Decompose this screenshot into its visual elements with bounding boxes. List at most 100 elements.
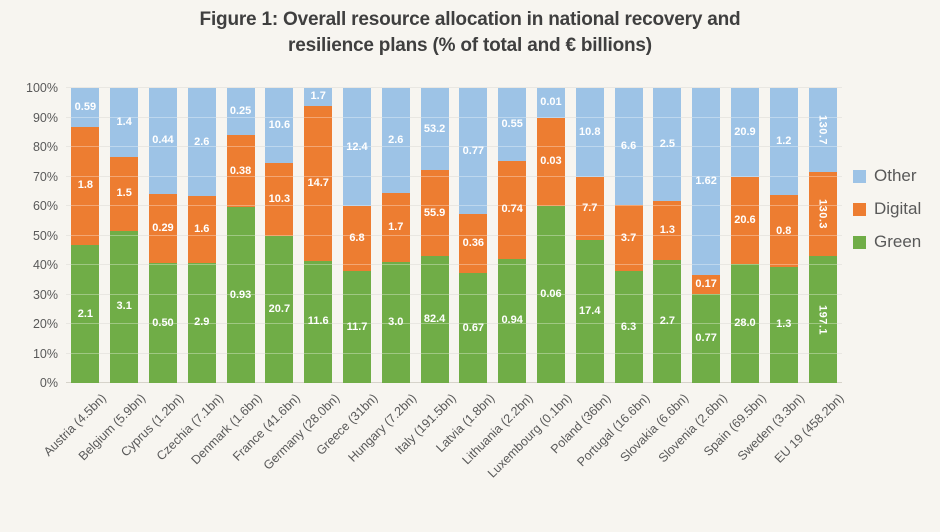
bar-segment-green: 0.93: [226, 207, 255, 383]
x-axis-label-eu-19-458-2bn: EU 19 (458.2bn): [771, 391, 847, 466]
bar-segment-digital: 0.17: [692, 274, 721, 295]
bar-stack: 0.50 0.29 0.44: [148, 88, 177, 383]
bar-segment-digital: 0.36: [459, 214, 488, 274]
y-axis-tick-label: 50%: [32, 228, 58, 243]
segment-value-label: 6.3: [620, 320, 637, 333]
bar-stack: 0.93 0.38 0.25: [226, 88, 255, 383]
x-axis-label-sweden-3-3bn: Sweden (3.3bn): [735, 391, 808, 464]
bar-segment-other: 10.6: [265, 88, 294, 164]
bar-stack: 197.1 130.3 130.7: [808, 88, 837, 383]
segment-value-label: 1.5: [116, 187, 132, 200]
y-axis-tick-label: 20%: [32, 317, 58, 331]
bar-segment-digital: 1.5: [110, 156, 139, 231]
segment-value-label: 6.6: [620, 140, 637, 153]
bar-segment-other: 0.55: [498, 88, 527, 161]
bar-segment-digital: 3.7: [614, 205, 643, 272]
segment-value-label: 55.9: [423, 206, 446, 219]
bar-poland-36bn: 17.4 7.7 10.8 Poland (36bn): [548, 88, 614, 456]
segment-value-label: 0.55: [501, 117, 523, 130]
bar-stack: 11.7 6.8 12.4: [342, 88, 371, 383]
segment-value-label: 10.8: [579, 125, 601, 138]
bar-segment-other: 6.6: [614, 88, 643, 206]
segment-value-label: 17.4: [579, 305, 601, 318]
segment-value-label: 0.59: [74, 100, 97, 113]
bar-stack: 6.3 3.7 6.6: [614, 88, 643, 383]
segment-value-label: 2.6: [388, 134, 404, 147]
legend-label-other: Other: [874, 166, 917, 185]
bar-greece-31bn: 11.7 6.8 12.4 Greece (31bn): [314, 88, 381, 458]
segment-value-label: 20.7: [268, 303, 291, 316]
segment-value-label: 2.9: [194, 316, 210, 329]
bar-segment-green: 82.4: [420, 256, 449, 383]
segment-value-label: 0.38: [229, 164, 252, 177]
bar-segment-digital: 55.9: [420, 169, 449, 257]
bar-segment-green: 2.1: [71, 245, 100, 383]
plot-area: 2.1 1.8 0.59 Austria (4.5bn) 3.1 1.5 1.4 Belgiu…: [41, 87, 846, 481]
bar-segment-digital: 0.03: [536, 117, 565, 206]
bar-segment-other: 130.7: [808, 88, 837, 173]
segment-value-label: 1.2: [776, 135, 792, 148]
bar-segment-other: 1.2: [769, 88, 798, 196]
segment-value-label: 0.06: [540, 288, 562, 300]
y-axis-tick-label: 40%: [32, 258, 58, 272]
segment-value-label: 2.7: [659, 315, 675, 328]
bar-segment-digital: 1.7: [381, 193, 410, 262]
bar-segment-other: 1.7: [304, 88, 333, 106]
bar-segment-green: 17.4: [575, 240, 604, 383]
bar-austria-4-5bn: 2.1 1.8 0.59 Austria (4.5bn): [41, 88, 109, 459]
bar-segment-digital: 7.7: [575, 176, 604, 241]
bar-segment-other: 2.6: [187, 88, 216, 197]
y-axis-tick-label: 90%: [32, 110, 58, 125]
bar-stack: 2.9 1.6 2.6: [187, 88, 216, 383]
x-axis-label-france-41-6bn: France (41.6bn): [230, 391, 304, 464]
bar-segment-green: 0.94: [498, 258, 527, 383]
bar-germany-28-0bn: 11.6 14.7 1.7 Germany (28.0bn): [260, 88, 342, 473]
bar-segment-digital: 1.6: [187, 196, 216, 263]
segment-value-label: 20.9: [734, 125, 756, 138]
bar-segment-digital: 1.3: [653, 201, 682, 261]
bar-stack: 2.7 1.3 2.5: [653, 88, 682, 383]
bar-italy-191-5bn: 82.4 55.9 53.2 Italy (191.5bn): [392, 88, 458, 457]
segment-value-label: 0.50: [152, 316, 174, 329]
bar-stack: 1.3 0.8 1.2: [769, 88, 798, 383]
bar-segment-green: 197.1: [808, 256, 837, 383]
bar-segment-green: 11.6: [304, 260, 333, 383]
segment-value-label: 130.7: [816, 115, 829, 146]
bar-segment-green: 0.77: [692, 294, 721, 383]
legend-color-swatch-other: [853, 169, 866, 183]
bar-stack: 2.1 1.8 0.59: [71, 88, 100, 383]
bar-segment-other: 1.62: [692, 88, 721, 275]
bar-stack: 28.0 20.6 20.9: [730, 88, 759, 383]
segment-value-label: 0.25: [229, 105, 252, 118]
bar-segment-other: 0.77: [459, 88, 488, 215]
bar-segment-other: 1.4: [110, 88, 139, 157]
bar-spain-69-5bn: 28.0 20.6 20.9 Spain (69.5bn): [701, 88, 769, 459]
bar-eu-19-458-2bn: 197.1 130.3 130.7 EU 19 (458.2bn): [772, 88, 846, 466]
bar-stack: 17.4 7.7 10.8: [575, 88, 604, 383]
segment-value-label: 53.2: [423, 122, 446, 135]
bar-luxembourg-0-1bn: 0.06 0.03 0.01 Luxembourg (0.1bn): [485, 88, 575, 481]
segment-value-label: 28.0: [734, 317, 756, 330]
x-axis-label-slovakia-6-6bn: Slovakia (6.6bn): [617, 391, 692, 465]
bar-segment-green: 20.7: [265, 236, 294, 383]
segment-value-label: 1.3: [776, 318, 792, 331]
bar-latvia-1-8bn: 0.67 0.36 0.77 Latvia (1.8bn): [433, 88, 497, 455]
bar-segment-digital: 1.8: [71, 126, 100, 246]
bars-container: 2.1 1.8 0.59 Austria (4.5bn) 3.1 1.5 1.4 Belgiu…: [41, 88, 846, 481]
y-axis-tick-label: 60%: [32, 199, 58, 213]
bar-segment-green: 6.3: [614, 271, 643, 383]
y-axis-tick-label: 70%: [32, 169, 58, 184]
bar-cyprus-1-2bn: 0.50 0.29 0.44 Cyprus (1.2bn): [119, 88, 187, 459]
segment-value-label: 0.8: [776, 224, 792, 237]
legend-color-swatch-digital: [853, 202, 866, 216]
bar-stack: 0.77 0.17 1.62: [692, 88, 721, 383]
y-axis-tick-label: 100%: [26, 81, 58, 95]
legend-item-other: Other: [853, 166, 921, 186]
bar-stack: 0.94 0.74 0.55: [498, 88, 527, 383]
segment-value-label: 1.8: [77, 179, 94, 192]
bar-slovakia-6-6bn: 2.7 1.3 2.5 Slovakia (6.6bn): [617, 88, 691, 465]
bar-france-41-6bn: 20.7 10.3 10.6 France (41.6bn): [230, 88, 303, 464]
bar-denmark-1-6bn: 0.93 0.38 0.25 Denmark (1.6bn): [188, 88, 264, 467]
legend-label-digital: Digital: [874, 199, 922, 218]
bar-segment-green: 3.1: [110, 230, 139, 383]
